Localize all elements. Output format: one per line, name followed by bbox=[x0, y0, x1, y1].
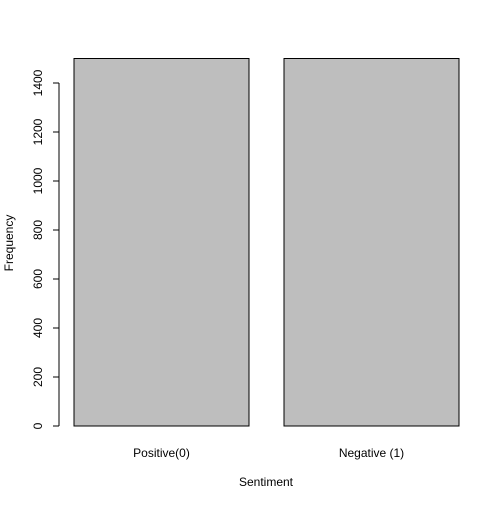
bar-negative-1 bbox=[284, 59, 459, 427]
x-axis-title: Sentiment bbox=[239, 475, 294, 489]
y-axis-title: Frequency bbox=[2, 215, 16, 272]
y-axis: 0 200 400 600 800 1000 1200 1400 bbox=[31, 69, 59, 429]
y-tick-label: 400 bbox=[31, 318, 45, 338]
y-tick-label: 1000 bbox=[31, 167, 45, 194]
y-tick-label: 1200 bbox=[31, 118, 45, 145]
y-tick-label: 800 bbox=[31, 220, 45, 240]
bars-layer bbox=[74, 59, 459, 427]
y-tick-label: 0 bbox=[31, 422, 45, 429]
x-tick-label: Negative (1) bbox=[339, 446, 404, 460]
y-tick-label: 1400 bbox=[31, 69, 45, 96]
y-tick-label: 200 bbox=[31, 367, 45, 387]
x-tick-label: Positive(0) bbox=[133, 446, 190, 460]
bar-positive-0 bbox=[74, 59, 249, 427]
x-axis: Positive(0) Negative (1) bbox=[133, 446, 404, 460]
y-tick-label: 600 bbox=[31, 269, 45, 289]
